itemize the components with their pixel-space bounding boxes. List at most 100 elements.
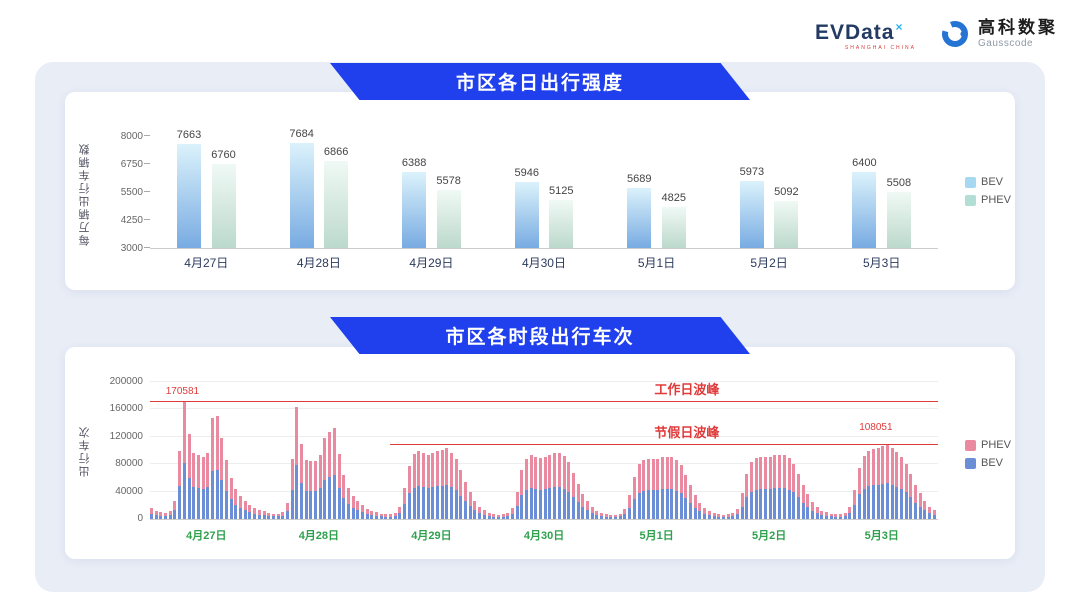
legend-item-phev[interactable]: PHEV xyxy=(965,194,1011,206)
hour-bar[interactable] xyxy=(487,512,491,519)
bar-phev[interactable] xyxy=(886,191,911,248)
hour-bar[interactable] xyxy=(815,507,819,519)
hour-bar[interactable] xyxy=(159,512,163,519)
hour-bar[interactable] xyxy=(731,513,735,519)
hour-bar[interactable] xyxy=(651,459,655,519)
hour-bar[interactable] xyxy=(801,484,805,519)
hour-bar[interactable] xyxy=(450,452,453,519)
hour-bar[interactable] xyxy=(220,438,224,519)
hour-bar[interactable] xyxy=(670,457,674,519)
hour-bar[interactable] xyxy=(234,488,238,519)
hour-bar[interactable] xyxy=(178,450,182,519)
bar-bev[interactable] xyxy=(402,172,427,248)
bar-bev[interactable] xyxy=(627,187,652,248)
hour-bar[interactable] xyxy=(628,495,632,519)
hour-bar[interactable] xyxy=(675,460,678,519)
hour-bar[interactable] xyxy=(323,438,327,519)
hour-bar[interactable] xyxy=(684,474,688,519)
hour-bar[interactable] xyxy=(857,467,861,519)
hour-bar[interactable] xyxy=(881,446,885,519)
hour-bar[interactable] xyxy=(417,451,421,519)
hour-bar[interactable] xyxy=(290,458,294,519)
hour-bar[interactable] xyxy=(393,512,397,519)
bar-phev[interactable] xyxy=(549,200,574,248)
hour-bar[interactable] xyxy=(900,456,903,519)
bar-phev[interactable] xyxy=(211,163,236,248)
hour-bar[interactable] xyxy=(698,502,702,519)
hour-bar[interactable] xyxy=(712,512,716,519)
hour-bar[interactable] xyxy=(618,513,622,519)
hour-bar[interactable] xyxy=(225,460,228,519)
hour-bar[interactable] xyxy=(862,456,866,519)
hour-bar[interactable] xyxy=(285,502,289,519)
hour-bar[interactable] xyxy=(548,454,552,519)
hour-bar[interactable] xyxy=(459,470,463,519)
hour-bar[interactable] xyxy=(164,512,168,519)
hour-bar[interactable] xyxy=(632,476,636,519)
hour-bar[interactable] xyxy=(576,484,580,519)
hour-bar[interactable] xyxy=(201,457,205,519)
hour-bar[interactable] xyxy=(318,455,322,519)
hour-bar[interactable] xyxy=(689,485,693,519)
hour-bar[interactable] xyxy=(196,455,200,519)
hour-bar[interactable] xyxy=(168,511,172,519)
hour-bar[interactable] xyxy=(754,458,758,519)
bar-phev[interactable] xyxy=(661,207,686,248)
hour-bar[interactable] xyxy=(360,505,364,519)
hour-bar[interactable] xyxy=(342,475,346,519)
hour-bar[interactable] xyxy=(660,457,664,519)
hour-bar[interactable] xyxy=(253,508,257,519)
hour-bar[interactable] xyxy=(782,455,786,519)
hour-bar[interactable] xyxy=(928,506,932,519)
hour-bar[interactable] xyxy=(796,473,800,519)
hour-bar[interactable] xyxy=(281,512,285,519)
hour-bar[interactable] xyxy=(426,454,430,519)
hour-bar[interactable] xyxy=(229,477,233,519)
hour-bar[interactable] xyxy=(210,418,214,519)
hour-bar[interactable] xyxy=(501,514,505,519)
hour-bar[interactable] xyxy=(825,512,828,519)
hour-bar[interactable] xyxy=(473,500,477,519)
legend-item-bev[interactable]: BEV xyxy=(965,176,1011,188)
hour-bar[interactable] xyxy=(932,510,936,519)
hour-bar[interactable] xyxy=(895,451,899,519)
legend-item-bev[interactable]: BEV xyxy=(965,457,1011,469)
hour-bar[interactable] xyxy=(173,501,177,519)
bar-bev[interactable] xyxy=(852,171,877,248)
bar-phev[interactable] xyxy=(436,190,461,248)
hour-bar[interactable] xyxy=(248,505,252,519)
hour-bar[interactable] xyxy=(271,513,275,519)
hour-bar[interactable] xyxy=(435,451,439,519)
hour-bar[interactable] xyxy=(918,492,922,519)
hour-bar[interactable] xyxy=(384,514,388,519)
hour-bar[interactable] xyxy=(262,510,266,519)
hour-bar[interactable] xyxy=(332,427,336,519)
hour-bar[interactable] xyxy=(468,492,472,519)
hour-bar[interactable] xyxy=(867,451,871,519)
hour-bar[interactable] xyxy=(553,453,557,519)
hour-bar[interactable] xyxy=(614,514,618,519)
hour-bar[interactable] xyxy=(876,447,880,519)
hour-bar[interactable] xyxy=(735,508,739,519)
hour-bar[interactable] xyxy=(529,455,533,519)
hour-bar[interactable] xyxy=(778,454,782,519)
hour-bar[interactable] xyxy=(885,445,889,519)
hour-bar[interactable] xyxy=(750,462,753,519)
hour-bar[interactable] xyxy=(510,508,514,519)
hour-bar[interactable] xyxy=(276,513,280,519)
hour-bar[interactable] xyxy=(403,488,407,519)
hour-bar[interactable] xyxy=(351,495,355,519)
legend-item-phev[interactable]: PHEV xyxy=(965,439,1011,451)
hour-bar[interactable] xyxy=(154,510,158,519)
hour-bar[interactable] xyxy=(337,453,341,519)
hour-bar[interactable] xyxy=(539,458,543,519)
hour-bar[interactable] xyxy=(407,465,411,519)
hour-bar[interactable] xyxy=(581,493,585,519)
hour-bar[interactable] xyxy=(215,416,219,519)
hour-bar[interactable] xyxy=(243,501,247,519)
bar-bev[interactable] xyxy=(514,182,539,248)
hour-bar[interactable] xyxy=(773,455,777,519)
hour-bar[interactable] xyxy=(571,473,575,519)
hour-bar[interactable] xyxy=(421,452,425,519)
hour-bar[interactable] xyxy=(567,462,571,519)
